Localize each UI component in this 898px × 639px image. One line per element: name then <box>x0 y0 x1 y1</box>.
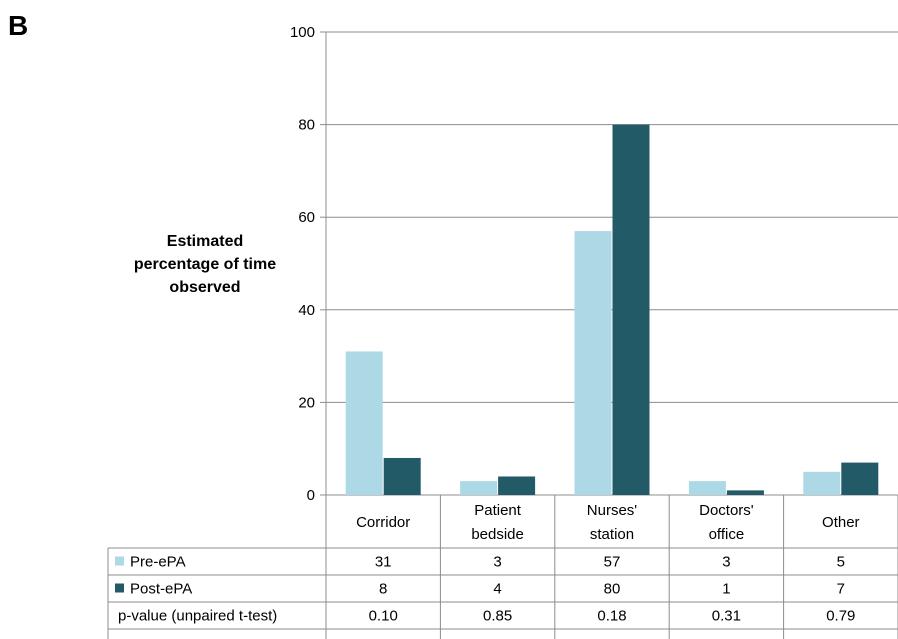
x-category-label: station <box>590 526 634 543</box>
x-category-label: Corridor <box>356 514 410 531</box>
y-tick-label: 20 <box>298 394 315 411</box>
bar-post-epa <box>612 124 650 495</box>
y-axis-label-line: observed <box>169 279 241 296</box>
x-category-label: bedside <box>471 526 524 543</box>
bar-pre-epa <box>574 231 612 495</box>
table-cell: 31 <box>375 554 392 571</box>
table-cell: 0.85 <box>483 608 512 625</box>
bar-pre-epa <box>688 481 726 495</box>
x-category-label: Nurses' <box>587 502 638 519</box>
table-cell: 3 <box>722 554 730 571</box>
y-tick-label: 80 <box>298 117 315 134</box>
table-cell: 5 <box>837 554 845 571</box>
bar-post-epa <box>841 462 879 495</box>
bar-post-epa <box>726 490 764 495</box>
panel-label: B <box>8 10 29 41</box>
y-tick-label: 40 <box>298 302 315 319</box>
table-cell: 8 <box>379 581 387 598</box>
y-axis-label-line: percentage of time <box>133 256 277 273</box>
y-tick-label: 0 <box>307 487 315 504</box>
table-row-label: p-value (unpaired t-test) <box>118 608 277 625</box>
table-cell: 0.79 <box>826 608 855 625</box>
table-cell: 0.31 <box>712 608 741 625</box>
table-row-label: Pre-ePA <box>130 554 186 571</box>
bar-pre-epa <box>460 481 498 495</box>
bar-pre-epa <box>345 351 383 495</box>
table-cell: 57 <box>604 554 621 571</box>
table-cell: 4 <box>493 581 501 598</box>
bar-post-epa <box>383 457 421 495</box>
y-tick-label: 100 <box>290 24 315 41</box>
table-cell: 80 <box>604 581 621 598</box>
bar-post-epa <box>498 476 536 495</box>
y-axis-label-line: Estimated <box>166 233 244 250</box>
y-tick-label: 60 <box>298 209 315 226</box>
table-cell: 3 <box>493 554 501 571</box>
x-category-label: Other <box>822 514 860 531</box>
table-cell: 7 <box>837 581 845 598</box>
x-category-label: office <box>709 526 745 543</box>
table-cell: 0.18 <box>597 608 626 625</box>
x-category-label: Patient <box>474 502 522 519</box>
x-category-label: Doctors' <box>699 502 754 519</box>
table-cell: 1 <box>722 581 730 598</box>
table-cell: 0.10 <box>369 608 398 625</box>
bar-pre-epa <box>803 471 841 495</box>
y-axis-label: Estimated percentage of time observed <box>110 230 300 299</box>
legend-swatch-pre-epa <box>115 556 124 566</box>
legend-swatch-post-epa <box>115 583 124 593</box>
table-row-label: Post-ePA <box>130 581 192 598</box>
